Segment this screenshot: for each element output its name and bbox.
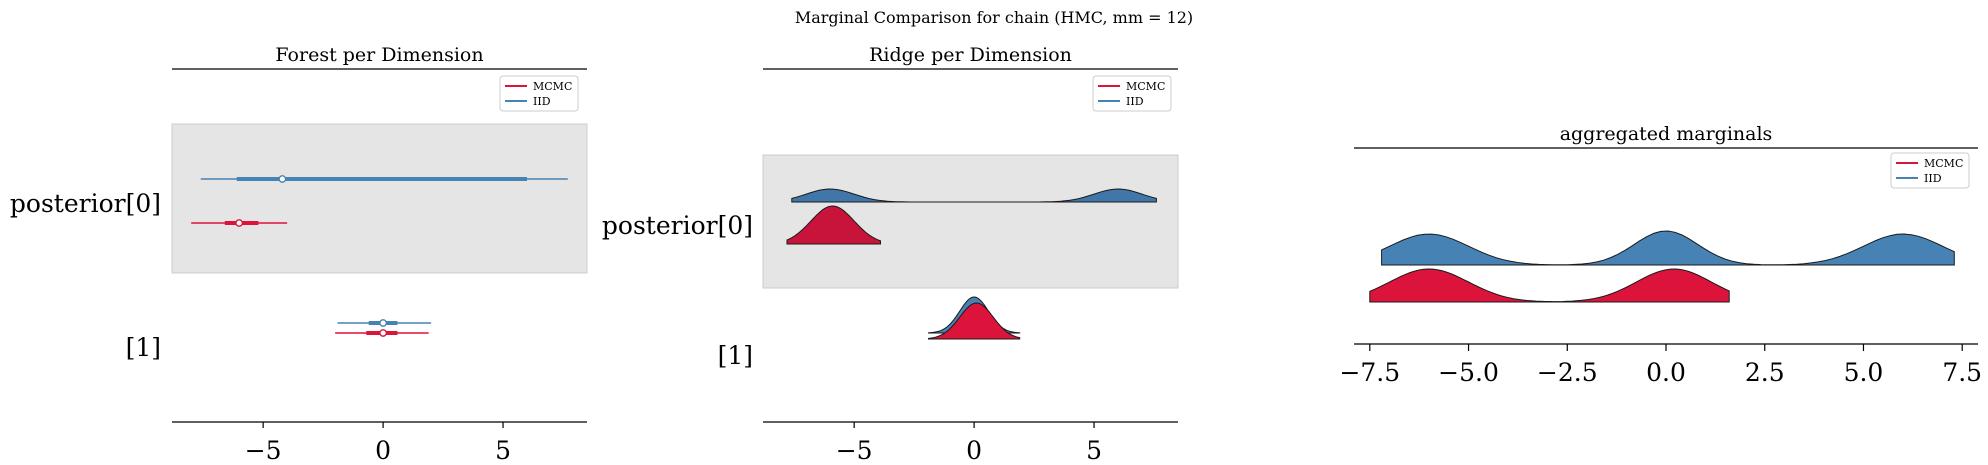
forest-panel: Forest per Dimension MCMC IID posterior[0] [… <box>10 44 588 465</box>
legend-label-mcmc: MCMC <box>533 80 572 93</box>
panel-title: Ridge per Dimension <box>869 44 1072 66</box>
y-category-label: [1] <box>126 333 161 362</box>
legend-box <box>1092 75 1172 112</box>
legend-label-mcmc: MCMC <box>1126 80 1165 93</box>
x-tick-label: 5 <box>495 436 511 465</box>
median-point <box>278 175 287 183</box>
panel-title: aggregated marginals <box>1560 123 1773 145</box>
ridge-density-iid <box>791 188 1157 203</box>
y-category-label: [1] <box>718 341 753 370</box>
x-tick-label: −5 <box>245 436 282 465</box>
median-point <box>235 219 244 227</box>
ridge-density-mcmc <box>928 302 1021 340</box>
x-tick-label: −2.5 <box>1537 358 1598 387</box>
ridge-panel: Ridge per Dimension MCMC IID posterior[0] [1… <box>602 44 1179 465</box>
x-tick-label: −7.5 <box>1339 358 1400 387</box>
x-tick-label: 0 <box>966 436 982 465</box>
x-tick-label: 0 <box>375 436 391 465</box>
aggregated-panel: aggregated marginals MCMC IID −7.5 −5.0 −2.5 0… <box>1339 123 1982 387</box>
legend-box <box>1890 152 1970 189</box>
x-tick-label: 5.0 <box>1844 358 1884 387</box>
figure-suptitle: Marginal Comparison for chain (HMC, mm =… <box>795 8 1193 27</box>
x-tick-label: 2.5 <box>1745 358 1785 387</box>
legend-box <box>499 75 579 112</box>
x-tick-label: −5.0 <box>1438 358 1499 387</box>
legend-label-mcmc: MCMC <box>1924 157 1963 170</box>
median-point <box>379 319 387 327</box>
legend-label-iid: IID <box>533 95 551 108</box>
y-category-label: posterior[0] <box>602 211 753 240</box>
panel-title: Forest per Dimension <box>275 44 483 66</box>
x-tick-label: 5 <box>1086 436 1102 465</box>
y-category-label: posterior[0] <box>10 189 161 218</box>
row-band <box>171 123 588 274</box>
legend-label-iid: IID <box>1126 95 1144 108</box>
legend-label-iid: IID <box>1924 172 1942 185</box>
aggregated-density-iid <box>1381 230 1955 266</box>
x-tick-label: −5 <box>836 436 873 465</box>
median-point <box>379 329 387 337</box>
ridge-density-mcmc <box>786 205 881 245</box>
x-tick-label: 0.0 <box>1646 358 1686 387</box>
x-tick-label: 7.5 <box>1942 358 1982 387</box>
aggregated-density-mcmc <box>1369 268 1730 303</box>
